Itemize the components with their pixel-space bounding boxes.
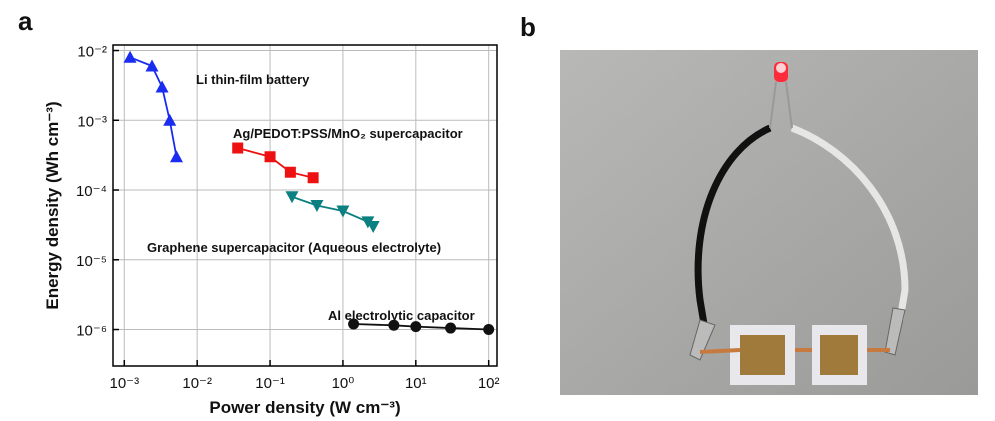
annotation: Ag/PEDOT:PSS/MnO₂ supercapacitor xyxy=(233,126,463,141)
photo xyxy=(560,50,978,395)
y-tick-label: 10⁻³ xyxy=(77,113,107,130)
x-tick-label: 10⁻³ xyxy=(109,375,139,392)
point xyxy=(410,321,422,333)
led-leads xyxy=(769,81,793,129)
plot: 10⁻³ 10⁻² 10⁻¹ 10⁰ 10¹ 10² 10⁻⁶ 10⁻⁵ 10⁻⁴ 10⁻³ 10⁻… xyxy=(43,44,500,417)
device-electrode xyxy=(820,335,858,375)
black-wire xyxy=(694,124,772,331)
y-tick-label: 10⁻² xyxy=(77,44,107,61)
point xyxy=(348,318,360,330)
annotation: Li thin-film battery xyxy=(196,72,310,87)
x-tick-label: 10¹ xyxy=(405,375,427,392)
y-tick-label: 10⁻⁵ xyxy=(76,253,107,270)
point xyxy=(123,50,137,63)
x-tick-label: 10⁰ xyxy=(332,375,355,392)
point xyxy=(366,220,380,233)
point xyxy=(232,142,244,154)
point xyxy=(336,205,350,218)
point xyxy=(307,172,319,184)
point xyxy=(264,151,276,163)
panel-label: b xyxy=(520,12,536,42)
point xyxy=(163,113,177,126)
point xyxy=(483,324,495,336)
point xyxy=(285,191,299,204)
white-wire xyxy=(790,124,909,321)
y-tick-label: 10⁻⁶ xyxy=(76,323,107,340)
x-axis-title: Power density (W cm⁻³) xyxy=(209,398,400,417)
point xyxy=(388,319,400,331)
annotation: Al electrolytic capacitor xyxy=(328,308,475,323)
point xyxy=(284,166,296,178)
series-line xyxy=(129,56,178,157)
series-line xyxy=(237,147,314,179)
led-glow xyxy=(776,63,786,73)
point xyxy=(169,150,183,163)
y-axis-title: Energy density (Wh cm⁻³) xyxy=(43,101,62,309)
x-tick-label: 10⁻² xyxy=(182,375,212,392)
point xyxy=(310,200,324,212)
plot-frame xyxy=(112,44,498,367)
panel-label: a xyxy=(18,6,33,36)
point xyxy=(445,322,457,334)
series-line xyxy=(291,195,374,228)
annotation: Graphene supercapacitor (Aqueous electro… xyxy=(147,240,441,255)
point xyxy=(145,59,159,72)
clip xyxy=(689,319,716,361)
x-tick-label: 10² xyxy=(478,375,500,392)
x-tick-label: 10⁻¹ xyxy=(255,375,285,392)
device-electrode xyxy=(740,335,785,375)
y-tick-label: 10⁻⁴ xyxy=(76,183,107,200)
point xyxy=(155,80,169,93)
copper-tape xyxy=(699,348,890,354)
